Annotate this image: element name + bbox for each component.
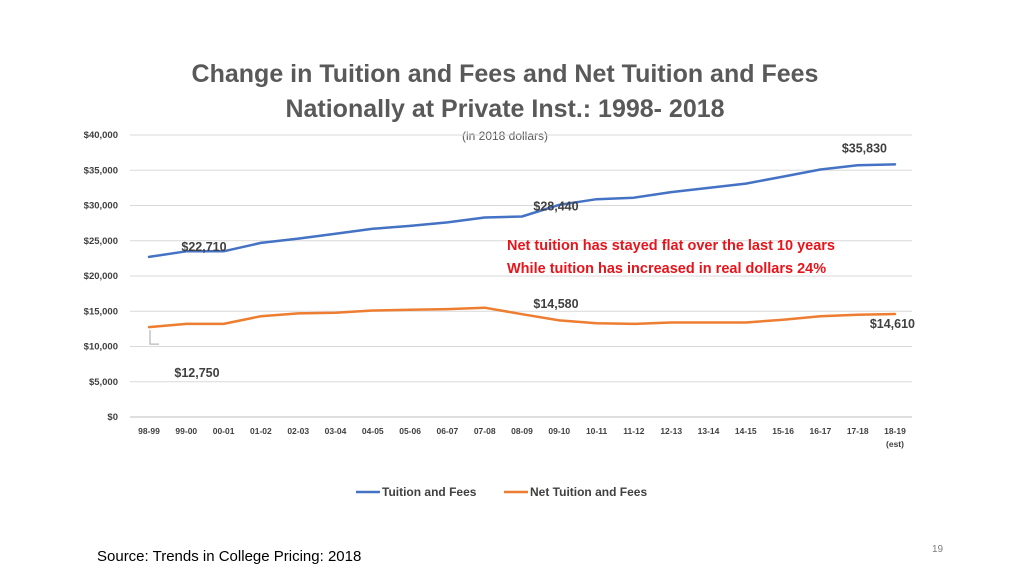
x-tick-label: 11-12 (623, 426, 645, 436)
y-tick-label: $25,000 (84, 236, 118, 247)
y-tick-label: $5,000 (89, 377, 118, 388)
data-label: $14,610 (870, 317, 915, 331)
x-tick-label: 16-17 (810, 426, 832, 436)
x-tick-label: 98-99 (138, 426, 160, 436)
legend-label: Tuition and Fees (382, 485, 477, 499)
series-line-net-tuition (147, 306, 897, 329)
x-tick-label: 09-10 (548, 426, 570, 436)
x-tick-label: 02-03 (287, 426, 309, 436)
x-tick-label: 04-05 (362, 426, 384, 436)
legend-label: Net Tuition and Fees (530, 485, 647, 499)
x-tick-label: 99-00 (175, 426, 197, 436)
data-label: $12,750 (174, 366, 219, 380)
x-tick-label: 06-07 (437, 426, 459, 436)
x-tick-label: 07-08 (474, 426, 496, 436)
y-tick-label: $40,000 (84, 130, 118, 141)
data-label: $22,710 (181, 240, 226, 254)
annotation-line2: While tuition has increased in real doll… (507, 261, 826, 277)
data-label: $35,830 (842, 141, 887, 155)
x-tick-label: 05-06 (399, 426, 421, 436)
chart-title-line1: Change in Tuition and Fees and Net Tuiti… (192, 60, 819, 88)
x-tick-label: 01-02 (250, 426, 272, 436)
x-tick-label: 17-18 (847, 426, 869, 436)
x-tick-label: 10-11 (586, 426, 608, 436)
y-tick-label: $0 (107, 412, 118, 423)
x-tick-label: 08-09 (511, 426, 533, 436)
series-line-tuition (147, 163, 897, 259)
annotation-line1: Net tuition has stayed flat over the las… (507, 238, 835, 254)
x-tick-label: 15-16 (772, 426, 794, 436)
x-axis: 98-99 99-00 00-01 01-02 02-03 03-04 04-05 05-06… (138, 426, 906, 449)
series-lines (147, 163, 897, 329)
leader-line (149, 330, 159, 345)
y-tick-label: $30,000 (84, 201, 118, 212)
x-tick-label: 14-15 (735, 426, 757, 436)
legend: Tuition and Fees Net Tuition and Fees (356, 485, 647, 499)
x-tick-label: 13-14 (698, 426, 720, 436)
source-note: Source: Trends in College Pricing: 2018 (97, 548, 362, 565)
x-tick-label: 03-04 (325, 426, 347, 436)
y-tick-label: $20,000 (84, 271, 118, 282)
x-tick-label: 18-19 (884, 426, 906, 436)
gridlines (130, 134, 912, 418)
x-tick-label: 12-13 (660, 426, 682, 436)
y-tick-label: $15,000 (84, 306, 118, 317)
y-tick-label: $10,000 (84, 342, 118, 353)
x-tick-label: 00-01 (213, 426, 235, 436)
data-label: $14,580 (533, 297, 578, 311)
chart-subtitle: (in 2018 dollars) (462, 129, 548, 143)
data-label: $28,440 (533, 199, 578, 213)
y-axis: $0 $5,000 $10,000 $15,000 $20,000 $25,000 $30,… (84, 130, 118, 423)
page-number: 19 (932, 544, 944, 555)
y-tick-label: $35,000 (84, 165, 118, 176)
x-tick-note: (est) (886, 439, 904, 449)
data-labels: $22,710 $28,440 $35,830 $12,750 $14,580 $14,6… (149, 141, 915, 380)
chart-title-line2: Nationally at Private Inst.: 1998- 2018 (285, 95, 724, 123)
